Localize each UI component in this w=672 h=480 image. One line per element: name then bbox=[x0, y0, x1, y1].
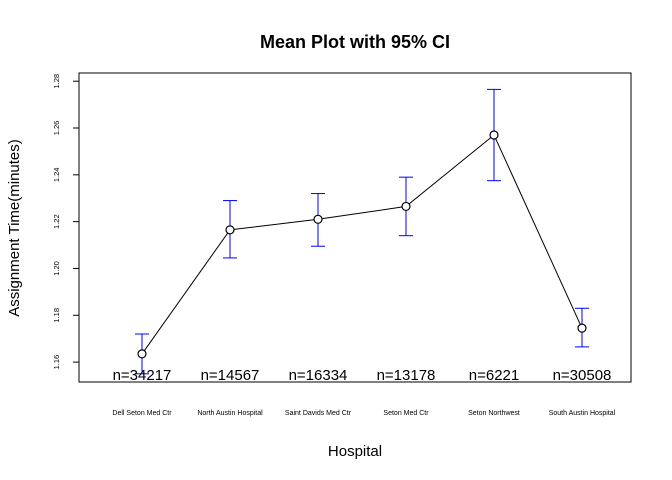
mean-line bbox=[141, 134, 583, 355]
plot-frame bbox=[78, 72, 632, 383]
y-tick-label: 1.18 bbox=[52, 308, 61, 323]
mean-series bbox=[137, 130, 587, 359]
x-tick-label: South Austin Hospital bbox=[549, 410, 616, 417]
x-axis-label: Hospital bbox=[328, 443, 382, 460]
n-label: n=16334 bbox=[289, 367, 348, 384]
sample-size-labels: n=34217 n=14567 n=16334 n=13178 n=6221 n=3050… bbox=[113, 367, 612, 384]
mean-point bbox=[489, 130, 499, 140]
x-axis: Dell Seton Med Ctr North Austin Hospital S… bbox=[112, 410, 615, 417]
y-axis-label: Assignment Time(minutes) bbox=[6, 139, 23, 317]
x-tick-label: Saint Davids Med Ctr bbox=[285, 410, 352, 417]
confidence-intervals bbox=[135, 88, 589, 375]
y-tick-label: 1.26 bbox=[52, 121, 61, 136]
mean-point bbox=[401, 201, 411, 212]
y-axis: 1.16 1.18 1.20 1.22 1.24 1.26 1.28 bbox=[52, 74, 80, 370]
chart-title: Mean Plot with 95% CI bbox=[260, 32, 450, 52]
y-tick-label: 1.16 bbox=[52, 355, 61, 370]
y-tick-label: 1.28 bbox=[52, 74, 61, 89]
n-label: n=34217 bbox=[113, 367, 172, 384]
n-label: n=30508 bbox=[553, 367, 612, 384]
n-label: n=13178 bbox=[377, 367, 436, 384]
mean-point bbox=[137, 349, 147, 359]
y-tick-label: 1.22 bbox=[52, 214, 61, 229]
x-tick-label: Dell Seton Med Ctr bbox=[112, 410, 172, 417]
mean-point bbox=[225, 225, 235, 235]
n-label: n=14567 bbox=[201, 367, 260, 384]
mean-point bbox=[313, 214, 323, 224]
y-tick-label: 1.24 bbox=[52, 168, 61, 183]
y-tick-label: 1.20 bbox=[52, 261, 61, 276]
x-tick-label: North Austin Hospital bbox=[197, 410, 263, 417]
x-tick-label: Seton Med Ctr bbox=[383, 410, 429, 417]
x-tick-label: Seton Northwest bbox=[468, 410, 520, 417]
n-label: n=6221 bbox=[469, 367, 519, 384]
mean-point bbox=[577, 323, 587, 333]
